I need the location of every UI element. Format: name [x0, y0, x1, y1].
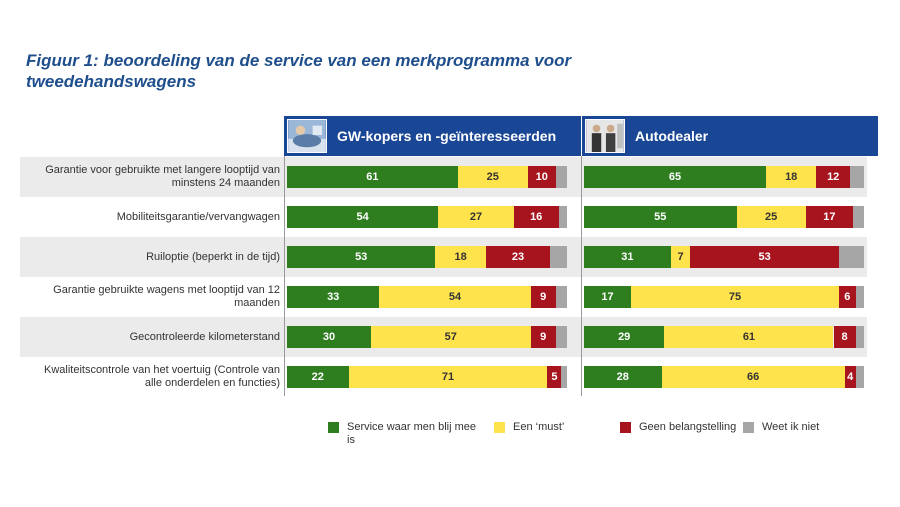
bar-segment-must: 27 [438, 206, 514, 228]
bar-segment-service: 17 [584, 286, 632, 308]
panel-divider-middle [581, 156, 582, 396]
bar-segment-weet [558, 206, 567, 228]
legend-swatch-service [328, 422, 339, 433]
buyers-photo-icon [287, 119, 327, 153]
bar-segment-geen: 17 [805, 206, 853, 228]
bar-segment-geen: 53 [690, 246, 839, 268]
page-title: Figuur 1: beoordeling van de service van… [26, 51, 572, 91]
legend-label-service: Service waar men blij mee is [347, 421, 476, 446]
bar-segment-must: 61 [664, 326, 834, 348]
bar-segment-service: 28 [584, 366, 662, 388]
category-label-text: Garantie gebruikte wagens met looptijd v… [53, 284, 280, 309]
bar-segment-service: 65 [584, 166, 766, 188]
bar-segment-service: 30 [287, 326, 371, 348]
legend-geen: Geen belangstelling [620, 421, 736, 434]
bar-segment-service: 61 [287, 166, 458, 188]
category-label-text: Mobiliteitsgarantie/vervangwagen [116, 210, 280, 223]
category-label: Ruiloptie (beperkt in de tijd) [20, 237, 280, 277]
category-label: Garantie gebruikte wagens met looptijd v… [20, 277, 280, 317]
bar-segment-must: 18 [766, 166, 817, 188]
legend-must: Een ‘must’ [494, 421, 564, 434]
bar-segment-geen: 8 [833, 326, 856, 348]
category-label: Kwaliteitscontrole van het voertuig (Con… [20, 357, 280, 397]
bar-segment-weet [555, 166, 567, 188]
bar-segment-weet [838, 246, 864, 268]
bar-segment-weet [855, 366, 864, 388]
panel-title-gw-kopers: GW-kopers en -geïnteresseerden [337, 128, 557, 144]
bar-segment-must: 7 [670, 246, 691, 268]
dealer-photo-icon [585, 119, 625, 153]
bar-segment-weet [555, 326, 567, 348]
legend-swatch-must [494, 422, 505, 433]
category-label: Mobiliteitsgarantie/vervangwagen [20, 197, 280, 237]
panel-title-autodealer: Autodealer [635, 128, 709, 144]
bar-segment-geen: 12 [816, 166, 850, 188]
bar-segment-must: 57 [371, 326, 531, 348]
category-label-text: Gecontroleerde kilometerstand [129, 330, 280, 343]
bar-segment-weet [561, 366, 567, 388]
bar-segment-service: 33 [287, 286, 380, 308]
category-label-text: Garantie voor gebruikte met langere loop… [45, 164, 280, 189]
bar-segment-service: 54 [287, 206, 439, 228]
bar-segment-geen: 23 [485, 246, 551, 268]
bar-segment-weet [852, 206, 864, 228]
panel-header-autodealer: Autodealer [582, 116, 878, 156]
category-label: Garantie voor gebruikte met langere loop… [20, 157, 280, 197]
bar-segment-service: 29 [584, 326, 665, 348]
bar-segment-must: 25 [736, 206, 806, 228]
bar-segment-service: 31 [584, 246, 671, 268]
bar-segment-geen: 6 [839, 286, 856, 308]
bar-segment-geen: 9 [530, 326, 556, 348]
bar-segment-must: 54 [379, 286, 531, 308]
category-label: Gecontroleerde kilometerstand [20, 317, 280, 357]
category-label-text: Kwaliteitscontrole van het voertuig (Con… [43, 364, 280, 389]
legend-label-geen: Geen belangstelling [639, 421, 737, 433]
category-label-text: Ruiloptie (beperkt in de tijd) [146, 250, 280, 263]
legend-label-must: Een ‘must’ [513, 421, 565, 433]
legend-weet: Weet ik niet [743, 421, 819, 434]
panel-header-gw-kopers: GW-kopers en -geïnteresseerden [284, 116, 581, 156]
legend-swatch-geen [620, 422, 631, 433]
panel-divider-left [284, 156, 285, 396]
bar-segment-must: 18 [435, 246, 486, 268]
bar-segment-weet [855, 286, 864, 308]
bar-segment-must: 25 [457, 166, 528, 188]
bar-segment-weet [555, 286, 567, 308]
legend-swatch-weet [743, 422, 754, 433]
bar-segment-service: 53 [287, 246, 436, 268]
bar-segment-geen: 10 [527, 166, 556, 188]
bar-segment-weet [855, 326, 864, 348]
bar-segment-geen: 5 [547, 366, 562, 388]
bar-segment-geen: 9 [530, 286, 556, 308]
bar-segment-must: 66 [661, 366, 845, 388]
bar-segment-geen: 16 [513, 206, 559, 228]
bar-segment-weet [550, 246, 567, 268]
legend-service: Service waar men blij mee is [328, 421, 488, 447]
bar-segment-service: 22 [287, 366, 349, 388]
bar-segment-must: 75 [631, 286, 839, 308]
bar-segment-weet [850, 166, 864, 188]
legend-label-weet: Weet ik niet [762, 421, 820, 433]
bar-segment-geen: 4 [844, 366, 856, 388]
bar-segment-must: 71 [348, 366, 548, 388]
bar-segment-service: 55 [584, 206, 737, 228]
